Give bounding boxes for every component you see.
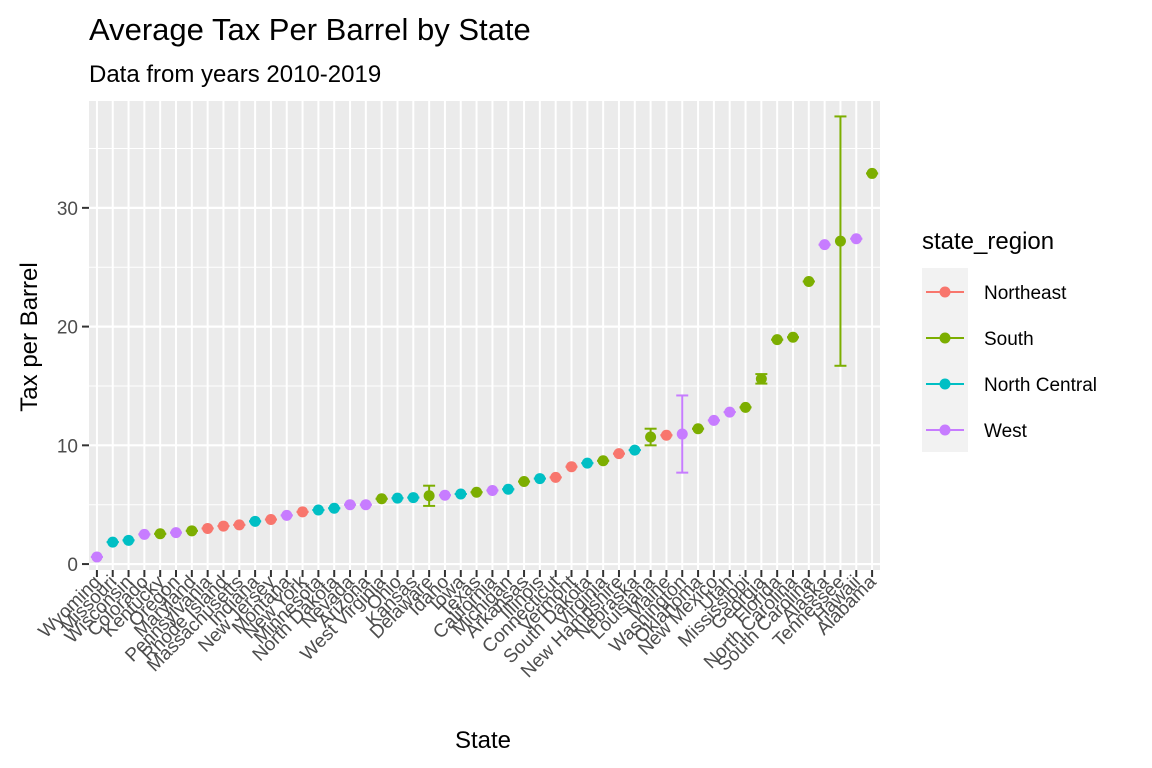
data-point: [170, 527, 182, 539]
data-point: [439, 489, 451, 501]
legend-label: Northeast: [984, 283, 1067, 304]
data-point: [312, 504, 324, 516]
data-point: [423, 490, 435, 502]
data-point: [850, 233, 862, 245]
data-point: [692, 423, 704, 435]
data-point: [297, 506, 309, 518]
data-point: [534, 473, 546, 485]
data-point: [233, 519, 245, 531]
data-point: [376, 493, 388, 505]
x-axis-title: State: [455, 727, 511, 754]
chart-subtitle: Data from years 2010-2019: [89, 61, 381, 88]
data-point: [502, 483, 514, 495]
data-point: [866, 167, 878, 179]
legend-key-point: [939, 424, 951, 436]
data-point: [755, 373, 767, 385]
data-point: [803, 275, 815, 287]
legend: state_region Northeast South North Central…: [922, 228, 1097, 452]
data-point: [391, 492, 403, 504]
data-point: [486, 484, 498, 496]
data-point: [360, 499, 372, 511]
data-point: [787, 331, 799, 343]
data-point: [660, 429, 672, 441]
legend-title: state_region: [922, 228, 1054, 255]
data-point: [123, 534, 135, 546]
plot-panel: [89, 101, 880, 570]
data-point: [138, 528, 150, 540]
data-point: [724, 406, 736, 418]
x-axis: WyomingMissouriWisconsinColoradoKentucky…: [35, 570, 881, 682]
legend-key-point: [939, 378, 951, 390]
legend-items: Northeast South North Central West: [926, 283, 1097, 442]
data-point: [834, 235, 846, 247]
legend-key-point: [939, 286, 951, 298]
y-tick-label: 0: [67, 555, 78, 576]
data-point: [91, 551, 103, 563]
data-point: [407, 492, 419, 504]
data-point: [154, 528, 166, 540]
data-point: [819, 239, 831, 251]
data-point: [518, 476, 530, 488]
data-points: [91, 167, 878, 563]
data-point: [566, 461, 578, 473]
y-axis: 0 10 20 30: [57, 199, 89, 576]
legend-key-point: [939, 332, 951, 344]
y-tick-label: 10: [57, 436, 78, 457]
data-point: [676, 428, 688, 440]
data-point: [471, 486, 483, 498]
data-point: [708, 414, 720, 426]
data-point: [186, 525, 198, 537]
data-point: [740, 401, 752, 413]
legend-label: South: [984, 329, 1034, 350]
y-tick-label: 30: [57, 199, 78, 220]
data-point: [581, 457, 593, 469]
data-point: [629, 444, 641, 456]
y-tick-label: 20: [57, 318, 78, 339]
data-point: [344, 499, 356, 511]
data-point: [771, 334, 783, 346]
data-point: [265, 514, 277, 526]
legend-key-background: [922, 268, 968, 452]
data-point: [550, 471, 562, 483]
data-point: [597, 455, 609, 467]
legend-label: North Central: [984, 375, 1097, 396]
data-point: [613, 448, 625, 460]
data-point: [202, 522, 214, 534]
data-point: [281, 509, 293, 521]
data-point: [217, 520, 229, 532]
data-point: [645, 431, 657, 443]
chart-title: Average Tax Per Barrel by State: [89, 12, 531, 47]
data-point: [455, 488, 467, 500]
data-point: [328, 502, 340, 514]
y-axis-title: Tax per Barrel: [16, 262, 43, 411]
data-point: [249, 515, 261, 527]
legend-label: West: [984, 421, 1028, 442]
data-point: [107, 536, 119, 548]
